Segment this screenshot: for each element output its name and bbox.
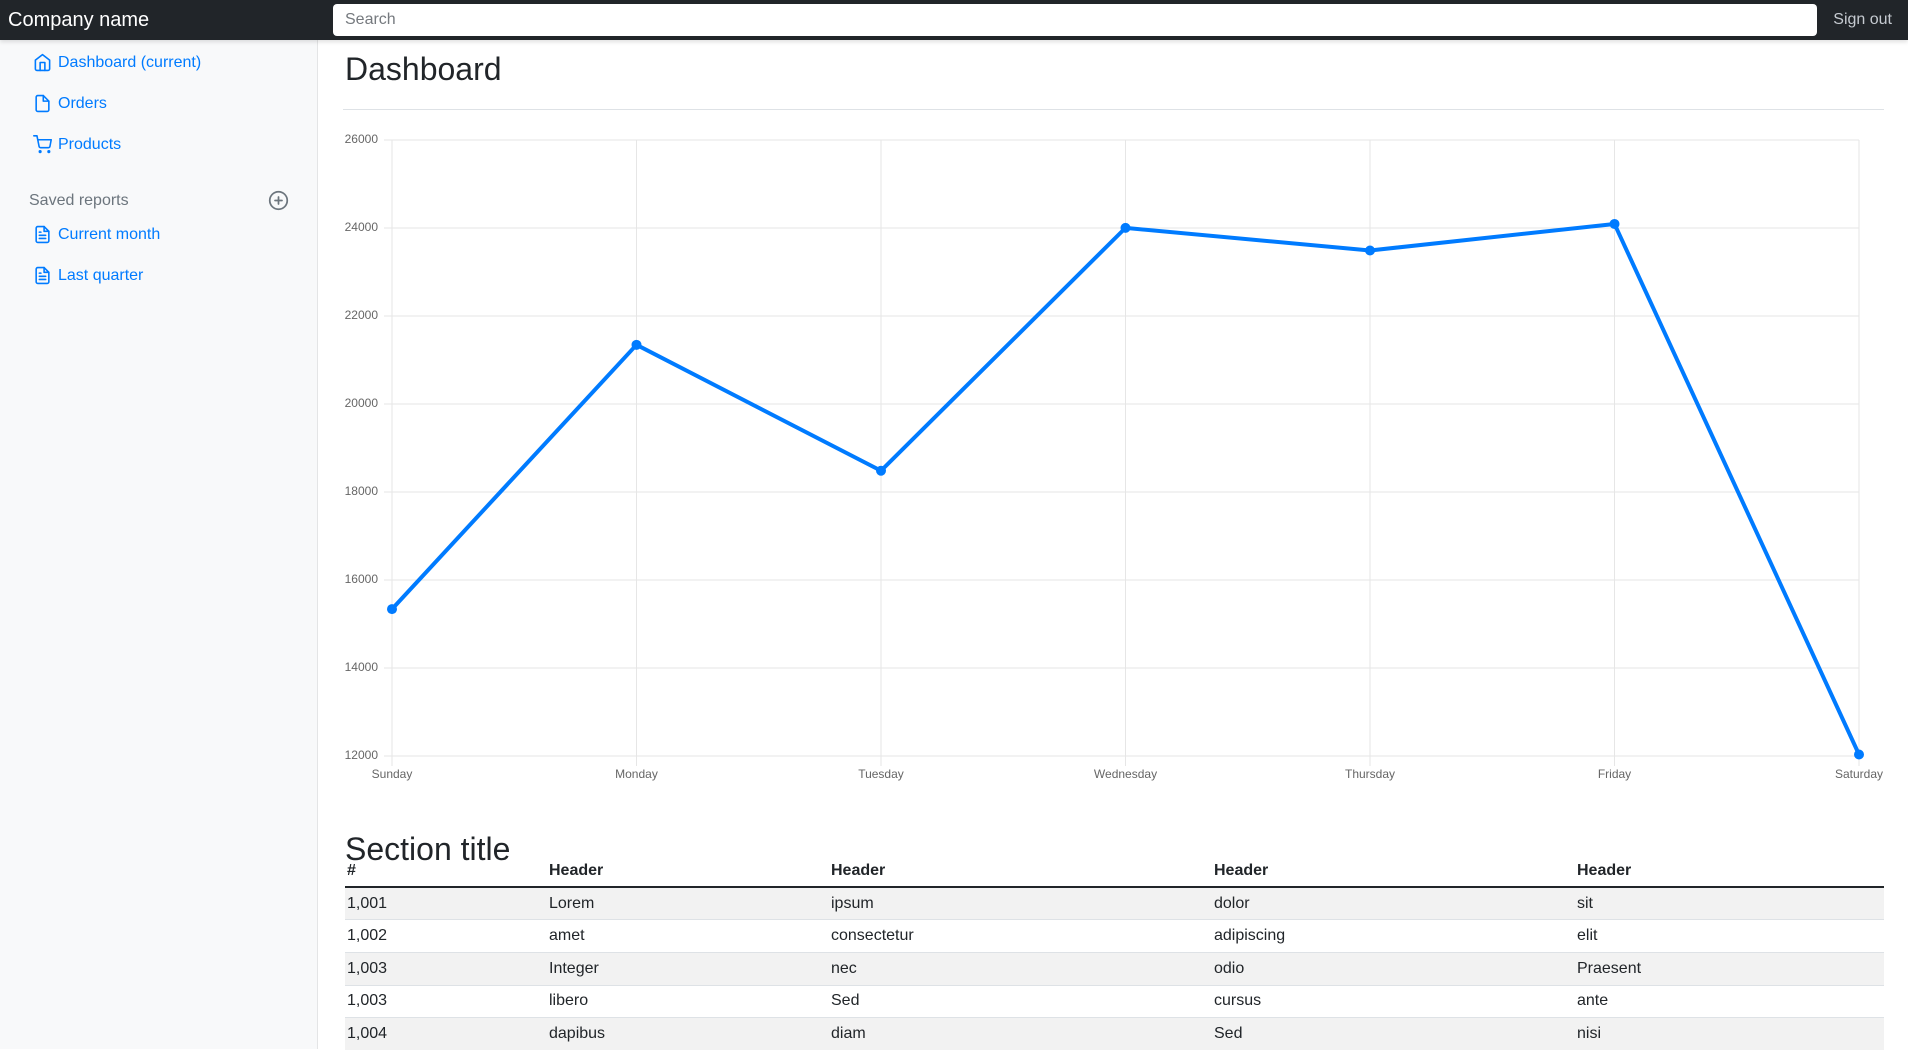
sidebar-nav: Dashboard (current) Orders Products [0,40,317,165]
sidebar-item-orders[interactable]: Orders [0,83,317,124]
table-cell: 1,003 [345,951,549,986]
x-axis-tick-label: Wednesday [1094,767,1157,781]
table-cell: elit [1577,919,1884,953]
table-header-cell: Header [1577,856,1884,888]
table-row: 1,003 Integer nec odio Praesent [345,951,1884,986]
table-body: 1,001 Lorem ipsum dolor sit 1,002 amet consecte… [345,886,1884,1050]
table-row: 1,001 Lorem ipsum dolor sit [345,886,1884,920]
x-axis-tick-label: Saturday [1835,767,1883,781]
table-row: 1,003 libero Sed cursus ante [345,984,1884,1018]
table-cell: 1,001 [345,886,549,920]
table-cell: dolor [1214,886,1577,920]
page-title: Dashboard [345,51,502,87]
sidebar-item-dashboard-current[interactable]: Dashboard (current) [0,42,317,83]
sidebar-item-label: Products [58,135,122,153]
table-cell: Sed [831,984,1214,1018]
home-icon [34,53,51,72]
y-axis-tick-label: 14000 [345,660,379,674]
plus-circle-icon [268,190,289,211]
table-cell: 1,002 [345,919,549,953]
table-cell: Integer [549,951,831,986]
table-cell: odio [1214,951,1577,986]
brand-link[interactable]: Company name [8,9,150,31]
file-text-icon [35,266,50,285]
y-axis-tick-label: 16000 [345,572,379,586]
x-axis-tick-label: Monday [615,767,658,781]
line-chart-svg: 26000 24000 22000 20000 18000 16000 14000 12000… [345,132,1883,781]
sidebar-item-current-month[interactable]: Current month [0,214,317,255]
file-icon [35,94,50,113]
table-cell: diam [831,1017,1214,1050]
y-axis-tick-label: 20000 [345,396,379,410]
saved-reports-label: Saved reports [29,191,129,209]
sidebar-item-products[interactable]: Products [0,124,317,165]
y-axis-tick-label: 24000 [345,220,379,234]
y-axis-tick-label: 18000 [345,484,379,498]
table-cell: Praesent [1577,951,1884,986]
table-cell: Lorem [549,886,831,920]
table-cell: adipiscing [1214,919,1577,953]
sidebar-item-label: Last quarter [58,266,144,284]
chart-data-point [1609,218,1620,229]
x-axis-tick-label: Thursday [1345,767,1395,781]
sidebar-item-label: Dashboard (current) [58,53,202,71]
saved-reports-nav: Current month Last quarter [0,214,317,296]
table-head: # Header Header Header Header [345,856,1884,888]
table-cell: Sed [1214,1017,1577,1050]
y-axis-tick-label: 12000 [345,748,379,762]
table-cell: cursus [1214,984,1577,1018]
saved-reports-heading: Saved reports [0,187,317,214]
table-header-cell: Header [1214,856,1577,888]
sidebar: Dashboard (current) Orders Products Saved … [0,40,318,1049]
chart-data-point [1854,749,1864,760]
file-text-icon [35,225,50,244]
table-cell: libero [549,984,831,1018]
table-header-cell: Header [831,856,1214,888]
x-axis-tick-label: Sunday [372,767,413,781]
data-table-wrap: # Header Header Header Header 1,001 Lorem ipsu… [345,856,1884,1050]
table-header-cell: Header [549,856,831,888]
y-axis-tick-label: 26000 [345,132,379,146]
table-cell: nisi [1577,1017,1884,1050]
table-cell: amet [549,919,831,953]
title-divider [343,109,1884,110]
sign-out-link[interactable]: Sign out [1833,11,1892,28]
add-report-button[interactable] [268,190,289,211]
table-header-cell: # [345,856,549,888]
table-cell: 1,003 [345,984,549,1018]
x-axis-tick-label: Tuesday [858,767,904,781]
chart-data-point [631,339,642,350]
chart-data-point [1120,222,1131,233]
table-cell: dapibus [549,1017,831,1050]
data-table: # Header Header Header Header 1,001 Lorem ipsu… [345,856,1884,1050]
y-axis-tick-label: 22000 [345,308,379,322]
search-input[interactable] [333,4,1817,36]
table-row: 1,004 dapibus diam Sed nisi [345,1017,1884,1050]
sidebar-item-label: Current month [58,225,161,243]
top-navbar: Company name Sign out [0,0,1908,40]
chart-data-point [876,465,886,476]
table-header-row: # Header Header Header Header [345,856,1884,888]
x-axis-tick-label: Friday [1598,767,1631,781]
chart-data-point [1365,245,1375,256]
sidebar-item-last-quarter[interactable]: Last quarter [0,255,317,296]
table-cell: nec [831,951,1214,986]
chart-data-point [387,604,397,615]
sidebar-item-label: Orders [58,94,107,112]
shopping-cart-icon [33,135,52,154]
table-row: 1,002 amet consectetur adipiscing elit [345,919,1884,953]
table-cell: ipsum [831,886,1214,920]
table-cell: consectetur [831,919,1214,953]
table-cell: 1,004 [345,1017,549,1050]
weekly-sales-line-chart: 26000 24000 22000 20000 18000 16000 14000 12000… [330,112,1890,812]
table-cell: ante [1577,984,1884,1018]
table-cell: sit [1577,886,1884,920]
